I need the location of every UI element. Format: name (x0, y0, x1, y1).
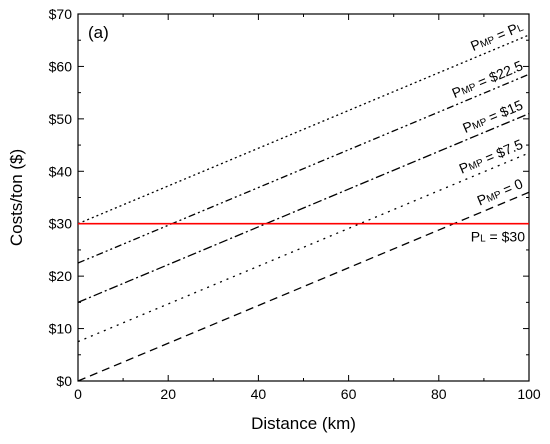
y-tick-label: $10 (49, 321, 73, 337)
x-tick-label: 60 (341, 386, 357, 402)
line-label-part: = 0 (497, 175, 525, 199)
y-tick-label: $60 (49, 58, 73, 74)
x-tick-label: 80 (431, 386, 447, 402)
line-label-part: = $30 (486, 229, 526, 245)
y-tick-label: $70 (49, 6, 73, 22)
series-label: PMP = $15 (460, 97, 525, 136)
line-label-part: = $7.5 (479, 136, 525, 168)
line-label-part: MP (460, 81, 478, 97)
line-label-part: MP (471, 116, 489, 132)
y-axis-title: Costs/ton ($) (7, 149, 26, 246)
x-tick-label: 0 (74, 386, 82, 402)
x-tick-label: 100 (517, 386, 541, 402)
line-label-part: MP (467, 157, 485, 173)
y-tick-label: $0 (56, 373, 72, 389)
series-label: PMP = PL (468, 18, 526, 54)
series-line (77, 73, 530, 264)
line-label-part: MP (479, 34, 497, 50)
x-tick-label: 40 (251, 386, 267, 402)
series-label: PMP = 0 (475, 175, 526, 208)
line-label-part: L (480, 234, 486, 245)
y-tick-label: $50 (49, 111, 73, 127)
series-line (77, 34, 530, 225)
series-label: PMP = $7.5 (457, 136, 526, 177)
y-tick-label: $30 (49, 216, 73, 232)
series-line (77, 152, 530, 343)
line-label-part: L (516, 22, 526, 34)
reference-label: PL = $30 (471, 229, 525, 245)
x-axis-title: Distance (km) (251, 414, 356, 433)
series-line (77, 191, 530, 382)
plot-frame (77, 13, 530, 382)
panel-label: (a) (88, 23, 109, 42)
series-label: PMP = $22.5 (449, 57, 525, 101)
y-tick-label: $40 (49, 163, 73, 179)
line-label-part: P (471, 229, 480, 245)
series-line (77, 113, 530, 303)
x-tick-label: 20 (160, 386, 176, 402)
line-label-part: MP (485, 189, 503, 205)
y-tick-label: $20 (49, 268, 73, 284)
line-label-part: = $15 (483, 97, 526, 127)
